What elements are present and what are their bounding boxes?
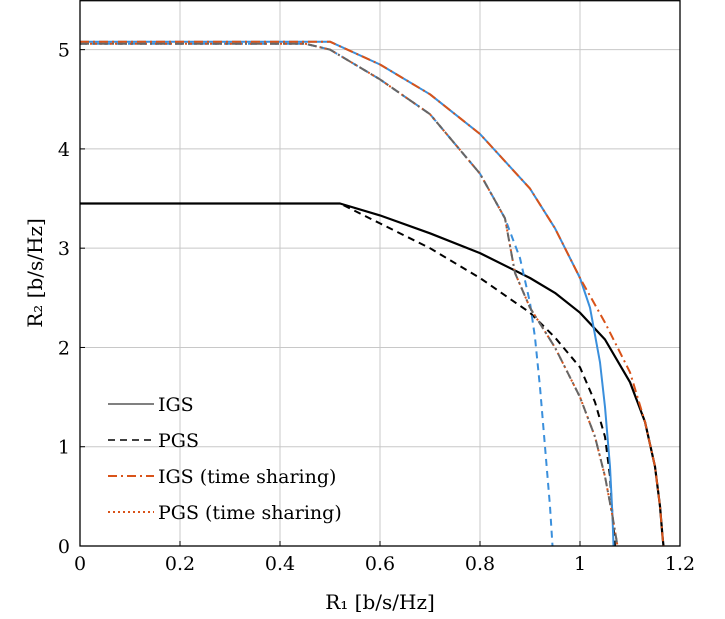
y-axis-label: R₂ [b/s/Hz] — [23, 218, 47, 328]
series-group — [80, 40, 665, 547]
x-tick-label: 0.4 — [265, 553, 295, 575]
legend-label: PGS — [158, 430, 199, 452]
series-line-0 — [80, 202, 665, 547]
series-line-4 — [80, 40, 665, 547]
legend-label: IGS — [158, 394, 194, 416]
x-tick-label: 0.6 — [365, 553, 395, 575]
y-tick-label: 5 — [58, 40, 70, 62]
plot-frame — [79, 0, 681, 547]
x-tick-label: 1.2 — [665, 553, 695, 575]
series-line-3 — [80, 42, 554, 547]
legend-label: PGS (time sharing) — [158, 502, 342, 524]
y-tick-labels: 0 1 2 3 4 5 — [58, 40, 70, 558]
y-tick-label: 3 — [58, 238, 70, 260]
grid — [79, 0, 681, 547]
x-axis-label: R₁ [b/s/Hz] — [325, 590, 435, 614]
legend-label: IGS (time sharing) — [158, 466, 336, 488]
y-tick-label: 2 — [58, 337, 70, 359]
series-line-1 — [80, 202, 616, 547]
x-tick-labels: 0 0.2 0.4 0.6 0.8 1 1.2 — [74, 553, 695, 575]
x-tick-label: 0 — [74, 553, 86, 575]
x-tick-label: 0.2 — [165, 553, 195, 575]
y-tick-label: 0 — [58, 536, 70, 558]
y-tick-label: 1 — [58, 437, 70, 459]
y-tick-label: 4 — [58, 139, 70, 161]
x-tick-label: 1 — [574, 553, 586, 575]
x-tick-label: 0.8 — [465, 553, 495, 575]
series-line-6 — [80, 42, 619, 547]
legend: IGS PGS IGS (time sharing) PGS (time sharin… — [108, 394, 342, 524]
